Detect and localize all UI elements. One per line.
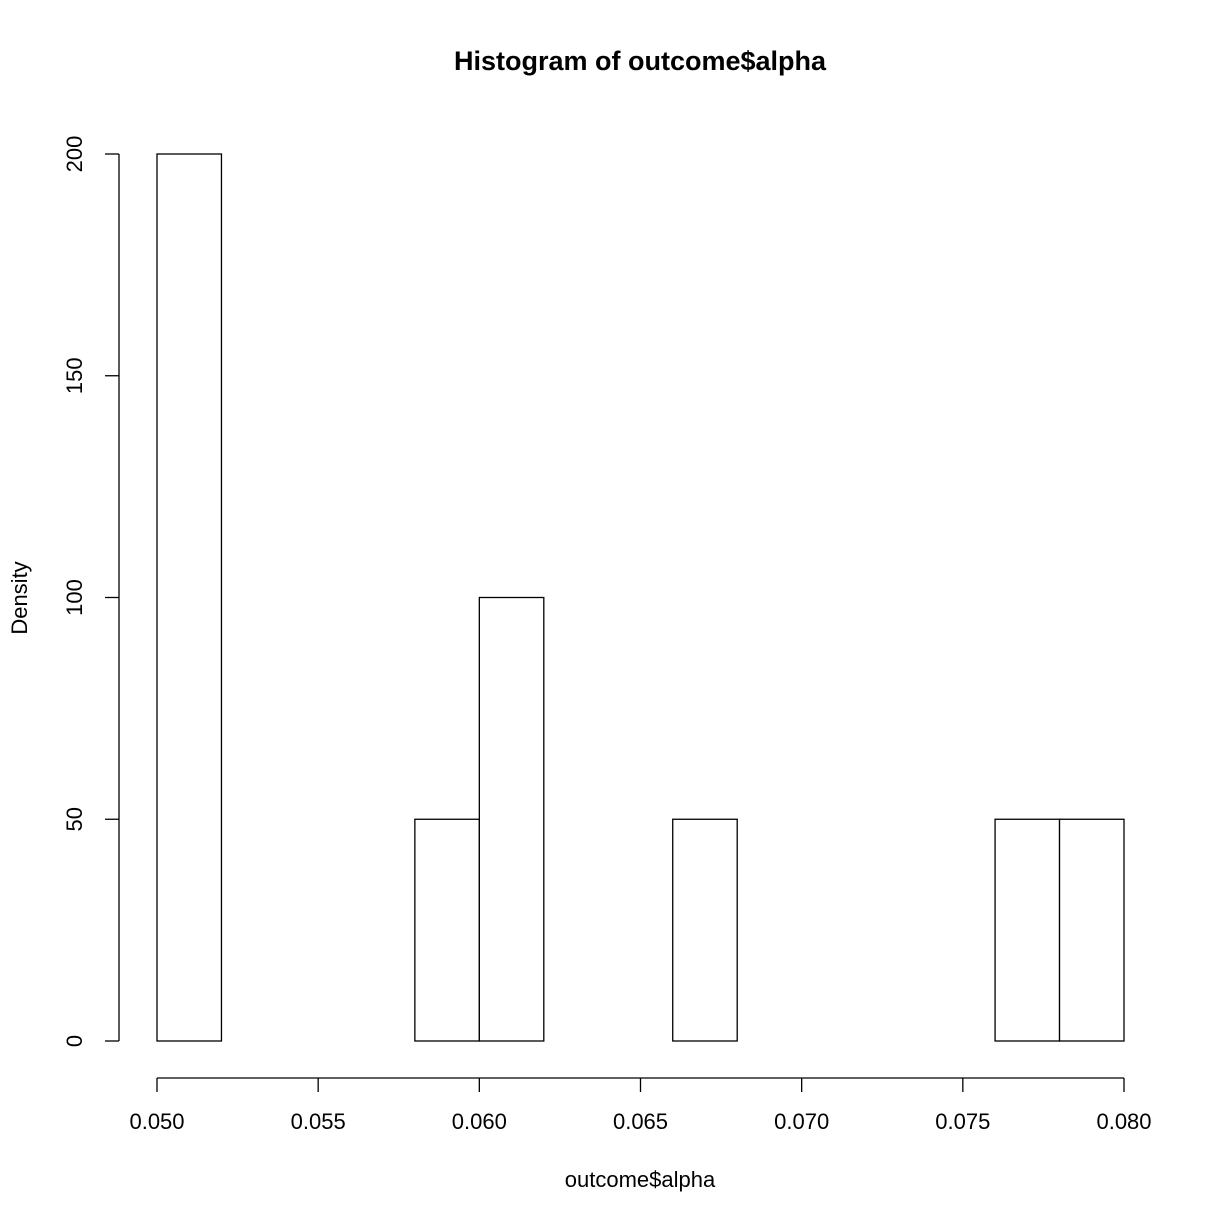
y-tick-label: 200 <box>62 136 87 173</box>
y-tick-label: 50 <box>62 807 87 831</box>
x-axis: 0.050 0.055 0.060 0.065 0.070 0.075 0.080 <box>129 1077 1152 1134</box>
x-tick-label: 0.055 <box>291 1109 346 1134</box>
x-tick-label: 0.080 <box>1096 1109 1151 1134</box>
x-tick-label: 0.060 <box>452 1109 507 1134</box>
y-tick-label: 100 <box>62 579 87 616</box>
histogram-bar-14 <box>1058 818 1125 1042</box>
chart-title: Histogram of outcome$alpha <box>454 46 827 76</box>
y-tick-label: 0 <box>62 1035 87 1047</box>
histogram-bar-8 <box>672 818 738 1042</box>
histogram-bar-4 <box>414 818 480 1042</box>
x-axis-title: outcome$alpha <box>565 1167 716 1192</box>
y-tick-label: 150 <box>62 357 87 394</box>
bars-group <box>156 153 1125 1042</box>
y-axis: 0 50 100 150 200 <box>62 136 120 1047</box>
x-tick-label: 0.070 <box>774 1109 829 1134</box>
histogram-bar-0 <box>156 153 223 1042</box>
histogram-bar-5 <box>478 596 545 1042</box>
y-axis-title: Density <box>7 561 32 634</box>
x-tick-label: 0.075 <box>935 1109 990 1134</box>
x-tick-label: 0.050 <box>129 1109 184 1134</box>
x-tick-label: 0.065 <box>613 1109 668 1134</box>
histogram-bar-13 <box>994 818 1061 1042</box>
